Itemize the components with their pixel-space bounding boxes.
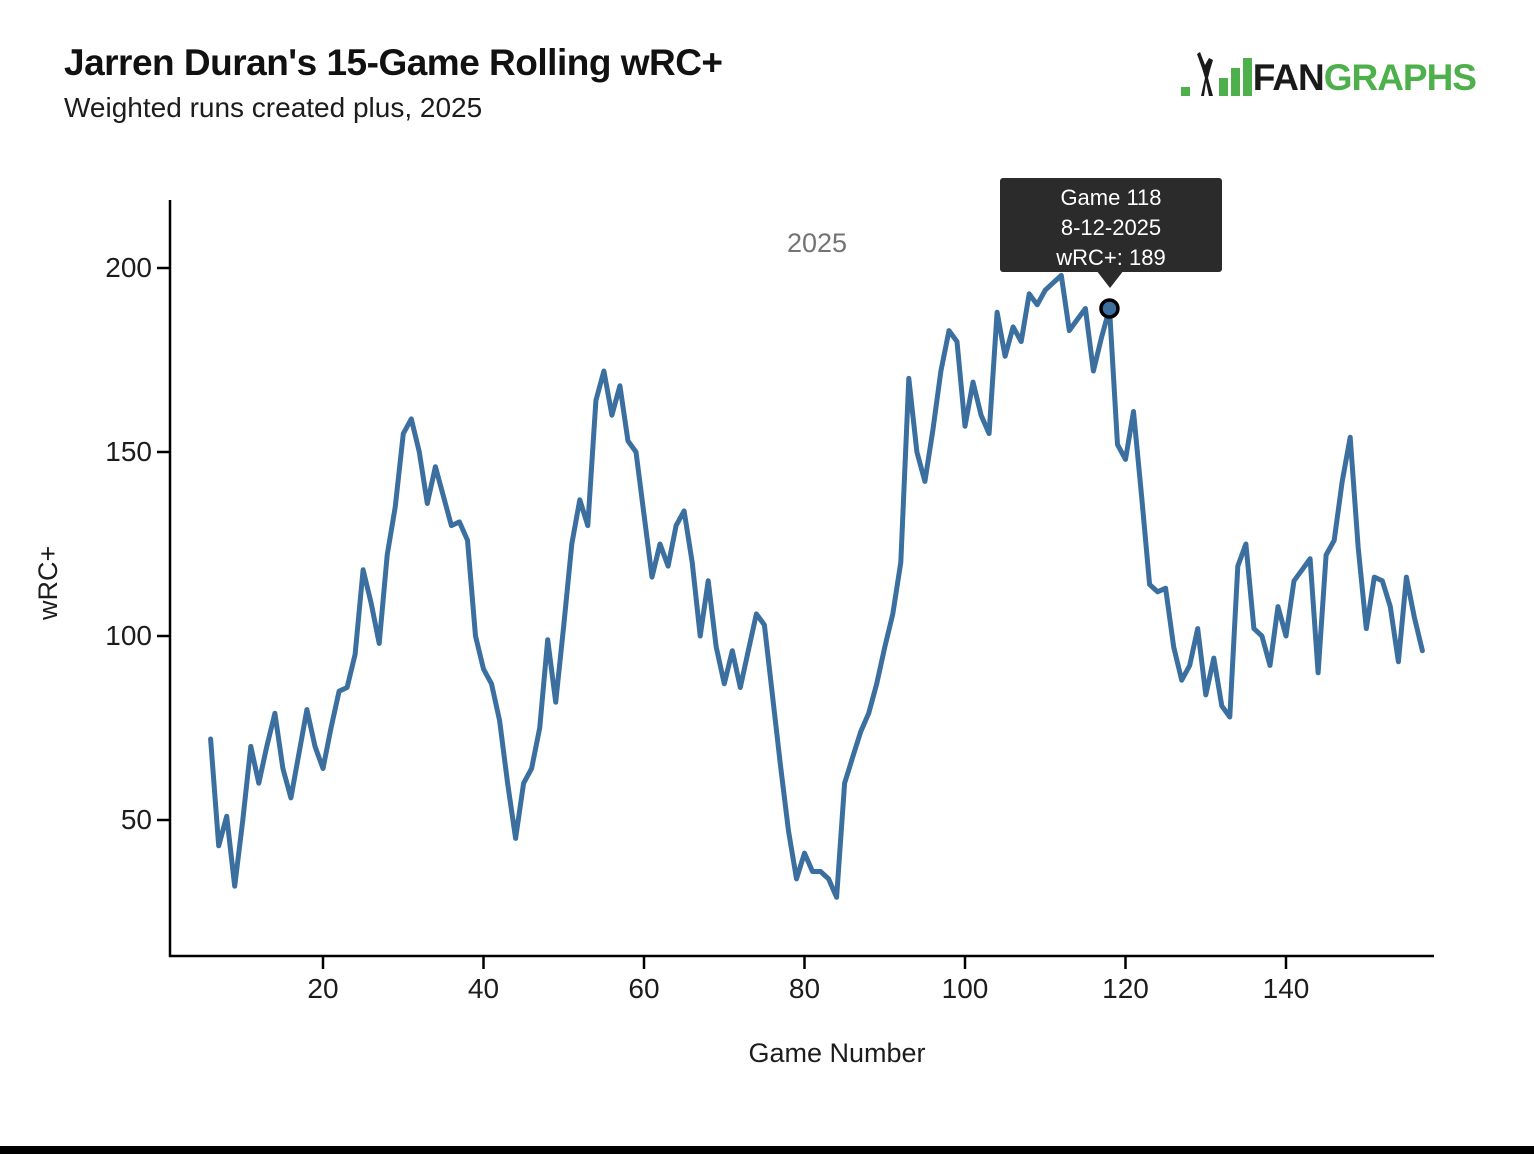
highlighted-point-marker[interactable] [1099, 298, 1120, 319]
y-axis-title: wRC+ [33, 545, 63, 620]
page-subtitle: Weighted runs created plus, 2025 [64, 92, 483, 123]
x-tick-label-60: 60 [628, 973, 660, 1004]
x-axis-title: Game Number [748, 1038, 926, 1068]
x-tick-label-120: 120 [1102, 973, 1149, 1004]
tooltip-arrow [1096, 270, 1124, 288]
y-tick-label-50: 50 [120, 804, 152, 835]
tooltip: Game 118 8-12-2025 wRC+: 189 [1000, 178, 1222, 272]
y-tick-label-100: 100 [105, 620, 152, 651]
x-tick-label-140: 140 [1262, 973, 1310, 1004]
y-tick-label-200: 200 [105, 252, 152, 283]
y-tick-label-150: 150 [105, 436, 152, 467]
bottom-bar [0, 1146, 1534, 1154]
x-tick-label-40: 40 [467, 973, 500, 1004]
season-annotation: 2025 [786, 228, 848, 258]
tooltip-value-line: wRC+: 189 [1056, 245, 1166, 270]
logo-fan-text: FAN [1252, 57, 1325, 98]
fangraphs-batter-icon [1180, 52, 1252, 96]
x-tick-label-20: 20 [307, 973, 339, 1004]
logo-graphs-text: GRAPHS [1323, 57, 1477, 98]
x-tick-label-100: 100 [941, 973, 989, 1004]
tooltip-date-line: 8-12-2025 [1060, 215, 1162, 240]
fangraphs-wordmark: FANGRAPHS [1252, 57, 1477, 98]
wrc-line-series[interactable] [208, 272, 1425, 900]
page-title: Jarren Duran's 15-Game Rolling wRC+ [64, 42, 723, 83]
x-tick-label-80: 80 [788, 973, 821, 1004]
fangraphs-logo: FANGRAPHS [1180, 50, 1477, 98]
tooltip-game-line: Game 118 [1060, 185, 1162, 210]
